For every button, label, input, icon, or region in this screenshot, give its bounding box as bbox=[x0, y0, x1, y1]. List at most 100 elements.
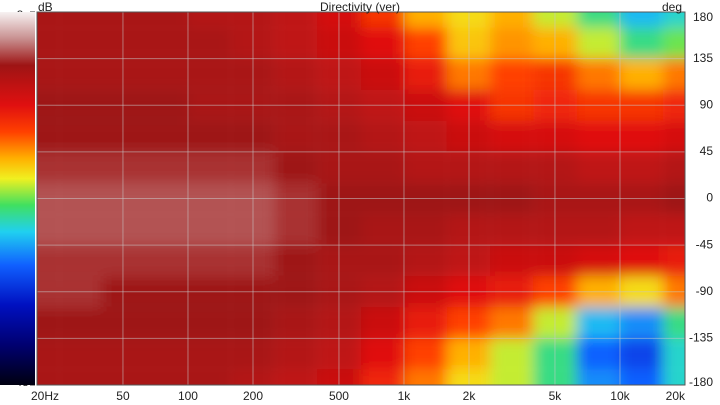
heat-cell bbox=[145, 12, 188, 28]
heat-cell bbox=[37, 214, 60, 246]
heat-cell bbox=[361, 27, 404, 59]
heat-cell bbox=[187, 120, 231, 152]
x-tick-label: 500 bbox=[329, 389, 349, 403]
heat-cell bbox=[274, 120, 318, 152]
heat-cell bbox=[102, 214, 145, 246]
heat-cell bbox=[577, 369, 620, 385]
heat-cell bbox=[37, 151, 60, 183]
heat-cell bbox=[102, 151, 145, 183]
heat-cell bbox=[490, 58, 534, 90]
heat-cell bbox=[187, 58, 231, 90]
heat-cell bbox=[187, 307, 231, 339]
heat-cell bbox=[59, 151, 103, 183]
heat-cell bbox=[662, 27, 685, 59]
heat-cell bbox=[619, 214, 663, 246]
heat-cell bbox=[490, 214, 534, 246]
plot-frame bbox=[36, 11, 686, 386]
heat-cell bbox=[619, 120, 663, 152]
heat-cell bbox=[59, 120, 103, 152]
y-tick-label: -90 bbox=[696, 284, 714, 298]
heat-cell bbox=[619, 151, 663, 183]
y-tick-label: 135 bbox=[693, 51, 713, 65]
heat-cell bbox=[145, 120, 188, 152]
heat-cell bbox=[59, 58, 103, 90]
heat-cell bbox=[102, 120, 145, 152]
x-tick-label: 200 bbox=[243, 389, 263, 403]
heat-cell bbox=[361, 12, 404, 28]
heat-cell bbox=[403, 338, 447, 370]
heat-cell bbox=[490, 338, 534, 370]
y-tick-label: 45 bbox=[700, 144, 714, 158]
heat-cell bbox=[403, 369, 447, 385]
x-tick-label: 50 bbox=[116, 389, 130, 403]
heat-cell bbox=[274, 12, 318, 28]
heat-cell bbox=[403, 151, 447, 183]
heat-cell bbox=[102, 245, 145, 277]
heat-cell bbox=[662, 369, 685, 385]
heat-cell bbox=[274, 214, 318, 246]
heat-cell bbox=[274, 245, 318, 277]
heat-cell bbox=[577, 338, 620, 370]
heat-cell bbox=[145, 27, 188, 59]
y-tick-label: 180 bbox=[693, 10, 713, 24]
heat-cell bbox=[102, 369, 145, 385]
heat-cell bbox=[187, 338, 231, 370]
heat-cell bbox=[403, 27, 447, 59]
heat-cell bbox=[619, 307, 663, 339]
heat-cell bbox=[145, 151, 188, 183]
heat-cell bbox=[145, 245, 188, 277]
heat-cell bbox=[361, 307, 404, 339]
heat-cell bbox=[274, 369, 318, 385]
heat-cell bbox=[187, 214, 231, 246]
heat-cell bbox=[187, 369, 231, 385]
heat-cell bbox=[37, 120, 60, 152]
heat-cell bbox=[403, 245, 447, 277]
heat-cell bbox=[662, 338, 685, 370]
heat-cell bbox=[274, 151, 318, 183]
heat-cell bbox=[662, 151, 685, 183]
heat-cell bbox=[145, 369, 188, 385]
heat-cell bbox=[59, 245, 103, 277]
heat-cell bbox=[403, 214, 447, 246]
heat-cell bbox=[619, 27, 663, 59]
heat-cell bbox=[662, 214, 685, 246]
heat-cell bbox=[490, 307, 534, 339]
heat-cell bbox=[577, 245, 620, 277]
x-tick-label: 1k bbox=[398, 389, 412, 403]
heat-cell bbox=[145, 214, 188, 246]
heat-cell bbox=[361, 338, 404, 370]
heat-cell bbox=[361, 58, 404, 90]
heat-cell bbox=[490, 120, 534, 152]
heat-cell bbox=[577, 214, 620, 246]
y-tick-label: 90 bbox=[700, 97, 714, 111]
heat-cell bbox=[274, 307, 318, 339]
heat-cell bbox=[102, 27, 145, 59]
heat-cell bbox=[37, 338, 60, 370]
heat-cell bbox=[37, 12, 60, 28]
heat-cell bbox=[577, 307, 620, 339]
heat-cell bbox=[577, 151, 620, 183]
heat-cell bbox=[619, 369, 663, 385]
heat-cell bbox=[403, 120, 447, 152]
heat-cell bbox=[619, 12, 663, 28]
heat-cell bbox=[662, 12, 685, 28]
heat-cell bbox=[662, 245, 685, 277]
heat-cell bbox=[187, 245, 231, 277]
heat-cell bbox=[37, 27, 60, 59]
heat-cell bbox=[59, 338, 103, 370]
heat-cell bbox=[59, 12, 103, 28]
heat-cell bbox=[102, 307, 145, 339]
heat-cell bbox=[361, 369, 404, 385]
y-tick-label: -135 bbox=[689, 331, 713, 345]
heat-cell bbox=[619, 245, 663, 277]
heat-cell bbox=[490, 369, 534, 385]
heat-cell bbox=[37, 307, 60, 339]
x-tick-label: 2k bbox=[463, 389, 477, 403]
heat-cell bbox=[577, 12, 620, 28]
heat-cell bbox=[102, 12, 145, 28]
colorbar bbox=[0, 12, 35, 385]
heat-cell bbox=[403, 12, 447, 28]
heat-cell bbox=[187, 27, 231, 59]
heat-cell bbox=[662, 120, 685, 152]
